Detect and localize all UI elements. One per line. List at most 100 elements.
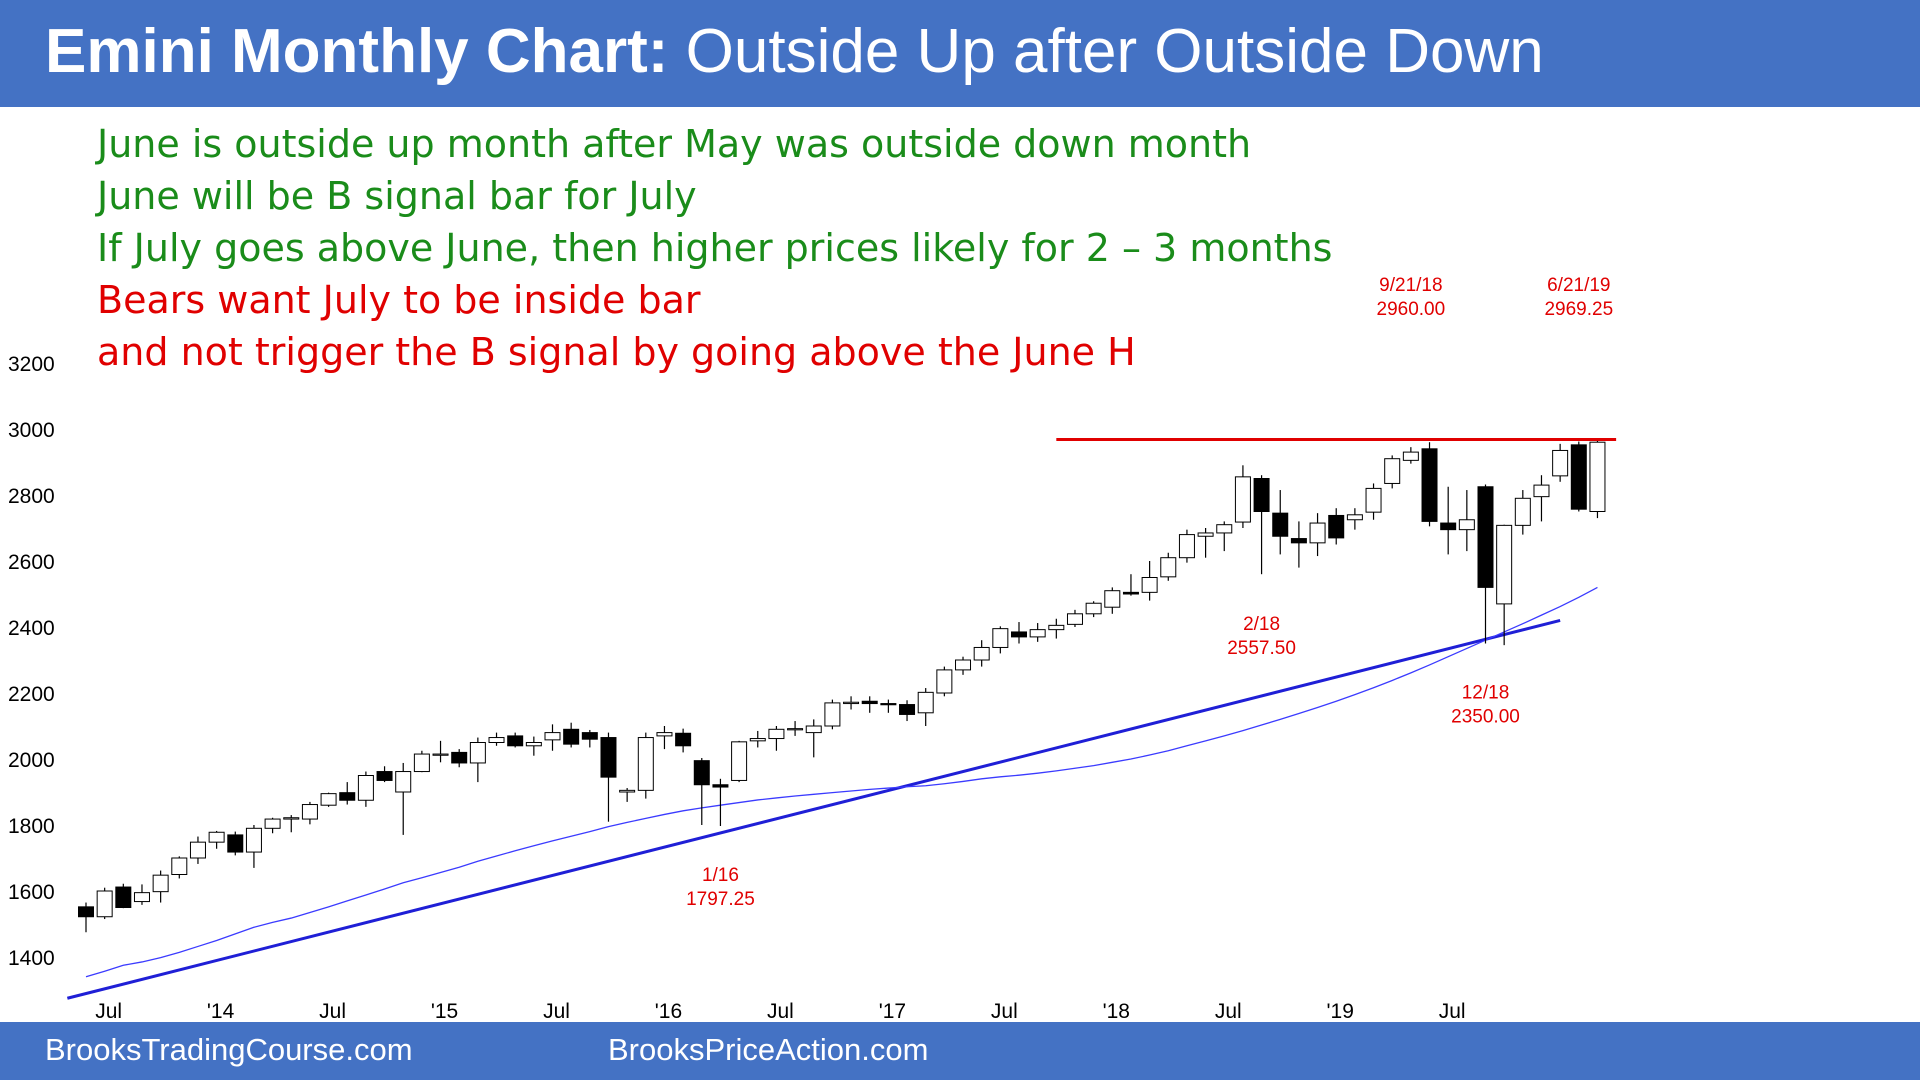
candle [637,732,654,799]
chart-annotation: 2557.50 [1227,638,1296,659]
x-tick-label: Jul [991,1000,1018,1022]
candle [171,856,188,879]
candle-body [1496,524,1513,605]
candle-body [749,738,766,742]
candle [1514,490,1531,535]
candle-body [1272,512,1289,537]
candle [1122,574,1139,596]
candle-body [152,874,169,893]
candle-body [525,742,542,747]
candle [1048,618,1065,639]
candle [1197,528,1214,558]
x-tick-label: '17 [879,1000,906,1022]
candle-body [992,628,1009,648]
candle [1011,622,1027,644]
candle-body [1570,444,1587,510]
candle-body [1234,476,1251,523]
candle [189,836,206,864]
x-tick-label: Jul [95,1000,122,1022]
candle [581,729,598,748]
candle [1346,508,1363,530]
candle [115,883,132,909]
candle-body [1178,534,1195,559]
header-bar: Emini Monthly Chart: Outside Up after Ou… [0,0,1920,107]
candle-body [1029,629,1046,638]
note-line: June will be B signal bar for July [97,174,697,218]
candle [357,771,374,807]
page-title: Emini Monthly Chart: Outside Up after Ou… [45,12,1544,92]
y-tick-label: 2800 [8,485,55,508]
candle-body [693,760,710,786]
chart-annotation: 2969.25 [1544,299,1613,320]
candle-body [600,737,617,778]
candle-body [208,831,225,843]
candle-body [189,841,206,859]
candle [1066,609,1083,627]
chart-annotation: 2960.00 [1377,299,1446,320]
candle [1272,490,1289,555]
candle-body [1402,451,1419,461]
note-line: If July goes above June, then higher pri… [97,226,1333,270]
candle-body [1458,519,1475,531]
y-tick-label: 3000 [8,419,55,442]
note-line: Bears want July to be inside bar [97,278,701,322]
candle [413,750,430,773]
candle [1178,529,1195,563]
note-line: and not trigger the B signal by going ab… [97,330,1136,374]
candle [227,831,244,856]
x-tick-label: Jul [767,1000,794,1022]
candle [973,640,990,667]
title-bold: Emini Monthly Chart: [45,17,669,86]
candle [376,766,393,783]
candle-body [339,792,356,801]
candle-body [395,771,412,793]
candle-body [712,784,729,788]
candle-body [451,751,468,764]
x-tick-label: Jul [543,1000,570,1022]
footer-right-link[interactable]: BrooksPriceAction.com [608,1032,929,1067]
candle [731,740,748,783]
candle-body [1346,514,1363,521]
x-tick-label: Jul [1215,1000,1242,1022]
candle-body [115,886,132,908]
candle [936,666,953,697]
candle [1253,475,1270,575]
candle [563,722,580,748]
candle-body [917,691,934,714]
candle-body [581,732,598,740]
chart-annotation: 1/16 [702,865,739,886]
candle [78,902,94,933]
chart-annotation: 12/18 [1462,683,1510,704]
candle [96,887,113,920]
footer-left-link[interactable]: BrooksTradingCourse.com [45,1032,413,1067]
candle [339,782,356,805]
candle [768,726,785,751]
candle [1533,475,1550,522]
candle-body [1514,497,1531,526]
candle-body [357,775,374,801]
candle [656,726,673,750]
y-tick-label: 2600 [8,551,55,574]
y-tick-label: 1800 [8,815,55,838]
candle [1421,442,1438,527]
candle-body [171,857,188,875]
y-tick-label: 2400 [8,617,55,640]
candle [619,788,636,802]
footer-bar: BrooksTradingCourse.com BrooksPriceActio… [0,1022,1920,1080]
candle-body [544,732,561,741]
candle-body [133,892,150,903]
x-tick-label: '14 [207,1000,235,1022]
candle [1141,561,1158,601]
commentary-notes: June is outside up month after May was o… [97,118,1332,378]
candle [488,732,505,746]
candle [600,732,617,822]
candle-body [899,704,916,715]
x-tick-label: '18 [1103,1000,1130,1022]
x-tick-label: '15 [431,1000,458,1022]
candle-body [1328,514,1345,539]
chart-annotation: 6/21/19 [1547,275,1610,296]
candle-body [843,701,860,705]
candle-body [768,728,785,740]
candle-body [1533,484,1550,498]
candle-body [320,793,337,806]
